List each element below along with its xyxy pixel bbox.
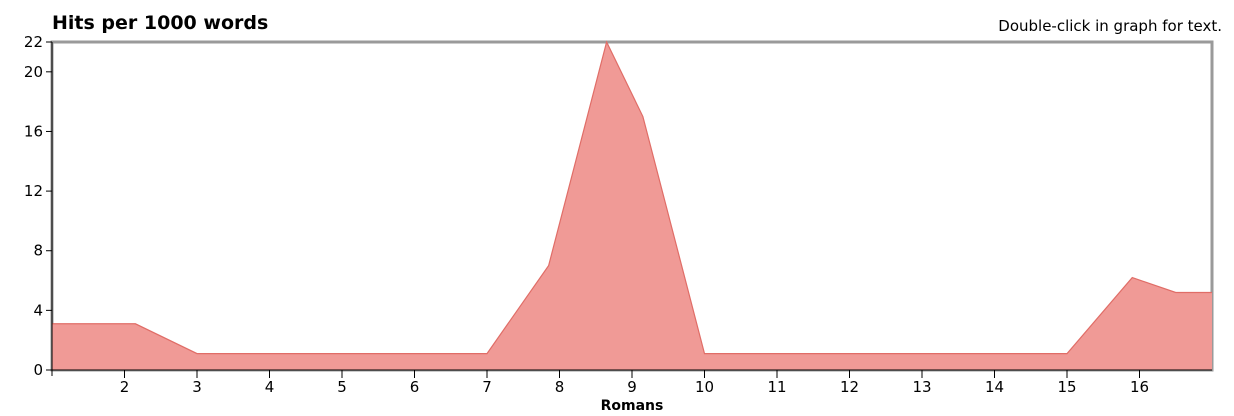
x-tick-label: 6 [410, 378, 420, 396]
x-tick-label: 2 [120, 378, 130, 396]
y-tick-label: 8 [33, 242, 43, 260]
x-tick-label: 13 [912, 378, 931, 396]
x-tick-label: 5 [337, 378, 347, 396]
y-ticks: 0 4 8 12 16 20 22 [24, 33, 52, 379]
y-tick-label: 4 [33, 301, 43, 319]
x-tick-label: 4 [265, 378, 275, 396]
x-ticks: 2 3 4 5 6 7 8 9 10 11 12 13 14 15 16 [120, 370, 1149, 396]
x-tick-label: 10 [695, 378, 714, 396]
x-tick-label: 9 [627, 378, 637, 396]
y-tick-label: 16 [24, 122, 43, 140]
y-tick-label: 20 [24, 63, 43, 81]
y-tick-label: 22 [24, 33, 43, 51]
hits-line [52, 40, 1212, 355]
y-tick-label: 0 [33, 361, 43, 379]
x-tick-label: 7 [482, 378, 492, 396]
x-tick-label: 16 [1130, 378, 1149, 396]
x-tick-label: 12 [840, 378, 859, 396]
x-tick-label: 11 [767, 378, 786, 396]
x-axis-label: Romans [601, 398, 664, 414]
x-tick-label: 8 [555, 378, 565, 396]
double-click-hint: Double-click in graph for text. [998, 17, 1222, 35]
x-tick-label: 14 [985, 378, 1004, 396]
x-tick-label: 15 [1057, 378, 1076, 396]
chart-title: Hits per 1000 words [52, 12, 269, 34]
hits-area[interactable] [52, 42, 1212, 370]
y-tick-label: 12 [24, 182, 43, 200]
x-tick-label: 3 [192, 378, 202, 396]
